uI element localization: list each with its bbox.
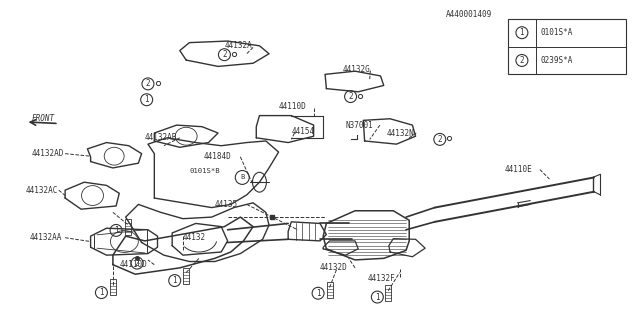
Text: 1: 1 xyxy=(99,288,104,297)
Text: 1: 1 xyxy=(375,292,380,301)
Text: 1: 1 xyxy=(520,28,524,37)
Text: 1: 1 xyxy=(172,276,177,285)
Text: 44132AD: 44132AD xyxy=(32,149,65,158)
Text: 0101S*B: 0101S*B xyxy=(189,168,220,174)
Bar xyxy=(385,285,391,301)
Text: 44132D: 44132D xyxy=(320,263,348,272)
Bar xyxy=(508,19,626,74)
Text: 44132G: 44132G xyxy=(342,65,370,74)
Text: 44132AA: 44132AA xyxy=(30,233,63,242)
Text: A440001409: A440001409 xyxy=(446,10,492,19)
Text: 2: 2 xyxy=(438,135,442,144)
Bar xyxy=(326,282,333,298)
Text: 1: 1 xyxy=(316,289,321,298)
Text: 44132AB: 44132AB xyxy=(145,133,177,142)
Text: 44110D: 44110D xyxy=(119,260,147,269)
Bar xyxy=(125,219,131,235)
Text: 44110D: 44110D xyxy=(278,101,307,111)
Text: 1: 1 xyxy=(145,95,149,104)
Bar xyxy=(110,279,116,295)
Text: 2: 2 xyxy=(222,50,227,59)
Bar xyxy=(183,268,189,284)
Text: 2: 2 xyxy=(135,259,140,268)
Text: 44135: 44135 xyxy=(215,200,238,209)
Text: 44132F: 44132F xyxy=(368,275,396,284)
Text: B: B xyxy=(240,174,244,180)
Text: 44132AC: 44132AC xyxy=(26,186,58,195)
Text: 44184D: 44184D xyxy=(204,152,231,161)
Text: 44110E: 44110E xyxy=(505,165,532,174)
Text: 2: 2 xyxy=(520,56,524,65)
Text: 2: 2 xyxy=(348,92,353,101)
Text: 44132: 44132 xyxy=(183,233,206,242)
Text: FRONT: FRONT xyxy=(32,114,55,123)
Text: 44154: 44154 xyxy=(291,127,314,136)
Text: 1: 1 xyxy=(114,226,118,235)
Text: 0101S*A: 0101S*A xyxy=(541,28,573,37)
Text: 2: 2 xyxy=(146,79,150,88)
Text: 44132N: 44132N xyxy=(387,129,415,138)
Text: 44132A: 44132A xyxy=(225,41,252,50)
Text: N37001: N37001 xyxy=(346,121,373,130)
Text: 0239S*A: 0239S*A xyxy=(541,56,573,65)
